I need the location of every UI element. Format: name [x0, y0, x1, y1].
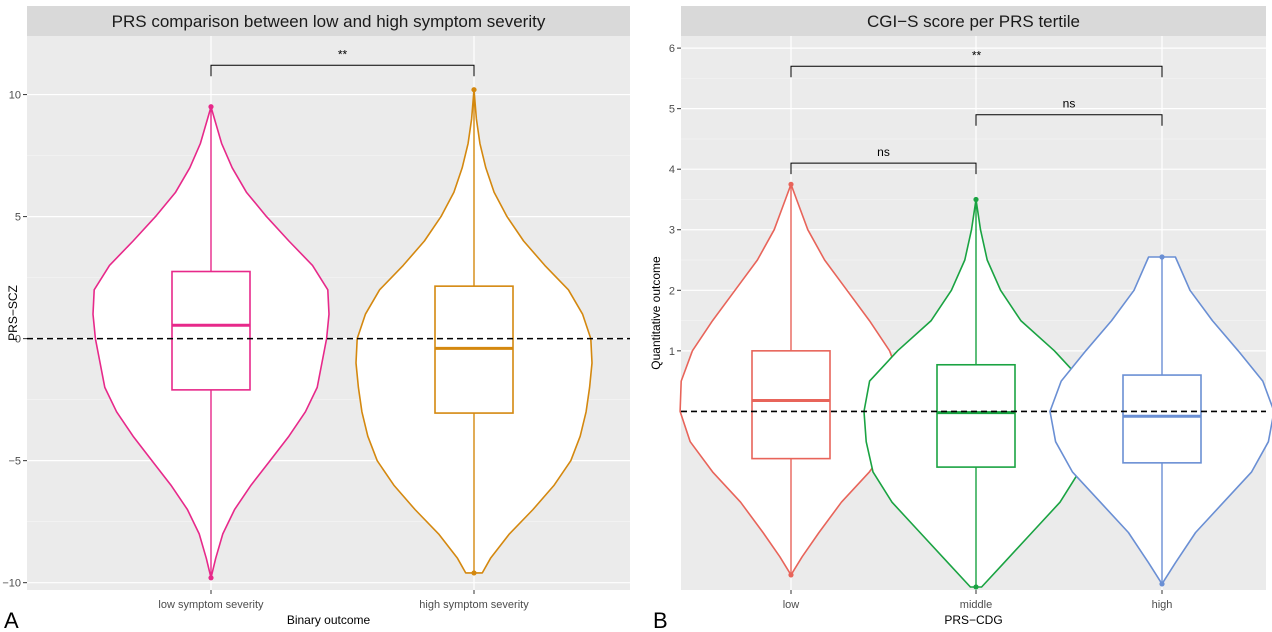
- y-tick-label: 0: [15, 334, 21, 346]
- chart-title: CGI−S score per PRS tertile: [867, 12, 1080, 31]
- significance-label: **: [972, 48, 982, 62]
- extreme-point-upper: [973, 196, 979, 203]
- box: [936, 363, 1016, 468]
- significance-label: ns: [877, 145, 890, 159]
- extreme-point-lower: [208, 575, 214, 581]
- x-tick-label: high symptom severity: [419, 599, 529, 611]
- significance-label: ns: [1063, 97, 1076, 111]
- significance-bracket: [210, 64, 475, 77]
- box: [171, 270, 251, 391]
- group-0: [92, 104, 330, 581]
- y-tick-label: −10: [2, 578, 21, 590]
- group-2: [1049, 254, 1272, 587]
- significance-bracket: [975, 114, 1163, 126]
- y-tick-label: 1: [669, 346, 675, 358]
- x-axis-title: Binary outcome: [287, 613, 371, 627]
- extreme-point-upper: [208, 104, 214, 110]
- y-tick-label: 6: [669, 43, 675, 55]
- y-tick-label: 2: [669, 285, 675, 297]
- panel-a: PRS comparison between low and high symp…: [2, 6, 630, 632]
- x-tick-label: high: [1152, 599, 1173, 611]
- panel-b: CGI−S score per PRS tertile 1 2 3 4 5 6 low midd…: [649, 6, 1272, 632]
- extreme-point-upper: [788, 181, 794, 187]
- extreme-point-lower: [1159, 581, 1165, 587]
- y-tick-label: 4: [669, 164, 675, 176]
- group-1: [355, 87, 593, 576]
- y-tick-label: 10: [9, 90, 21, 102]
- y-axis-title: Quantitative outcome: [649, 256, 663, 370]
- extreme-point-lower: [788, 572, 794, 578]
- x-axis-title: PRS−CDG: [944, 613, 1002, 627]
- box: [751, 350, 831, 460]
- significance-bracket: [790, 65, 1163, 78]
- y-axis-title: PRS−SCZ: [6, 285, 20, 341]
- title-strip: [27, 6, 630, 36]
- significance-label: **: [338, 47, 348, 61]
- group-1: [863, 196, 1089, 590]
- y-tick-label: 5: [669, 104, 675, 116]
- extreme-point-upper: [471, 87, 477, 93]
- x-tick-label: low: [783, 599, 800, 611]
- panel-letter: B: [653, 608, 668, 632]
- significance-bracket: [790, 162, 977, 175]
- y-tick-label: 5: [15, 212, 21, 224]
- panel-letter: A: [4, 608, 19, 632]
- x-tick-label: low symptom severity: [158, 599, 264, 611]
- title-strip: [681, 6, 1266, 36]
- extreme-point-upper: [1159, 254, 1165, 260]
- y-tick-label: −5: [8, 456, 21, 468]
- chart-title: PRS comparison between low and high symp…: [112, 12, 546, 31]
- group-0: [679, 181, 903, 578]
- x-tick-label: middle: [960, 599, 992, 611]
- box: [1122, 374, 1202, 464]
- y-tick-label: 3: [669, 225, 675, 237]
- extreme-point-lower: [973, 584, 979, 590]
- extreme-point-lower: [471, 570, 477, 576]
